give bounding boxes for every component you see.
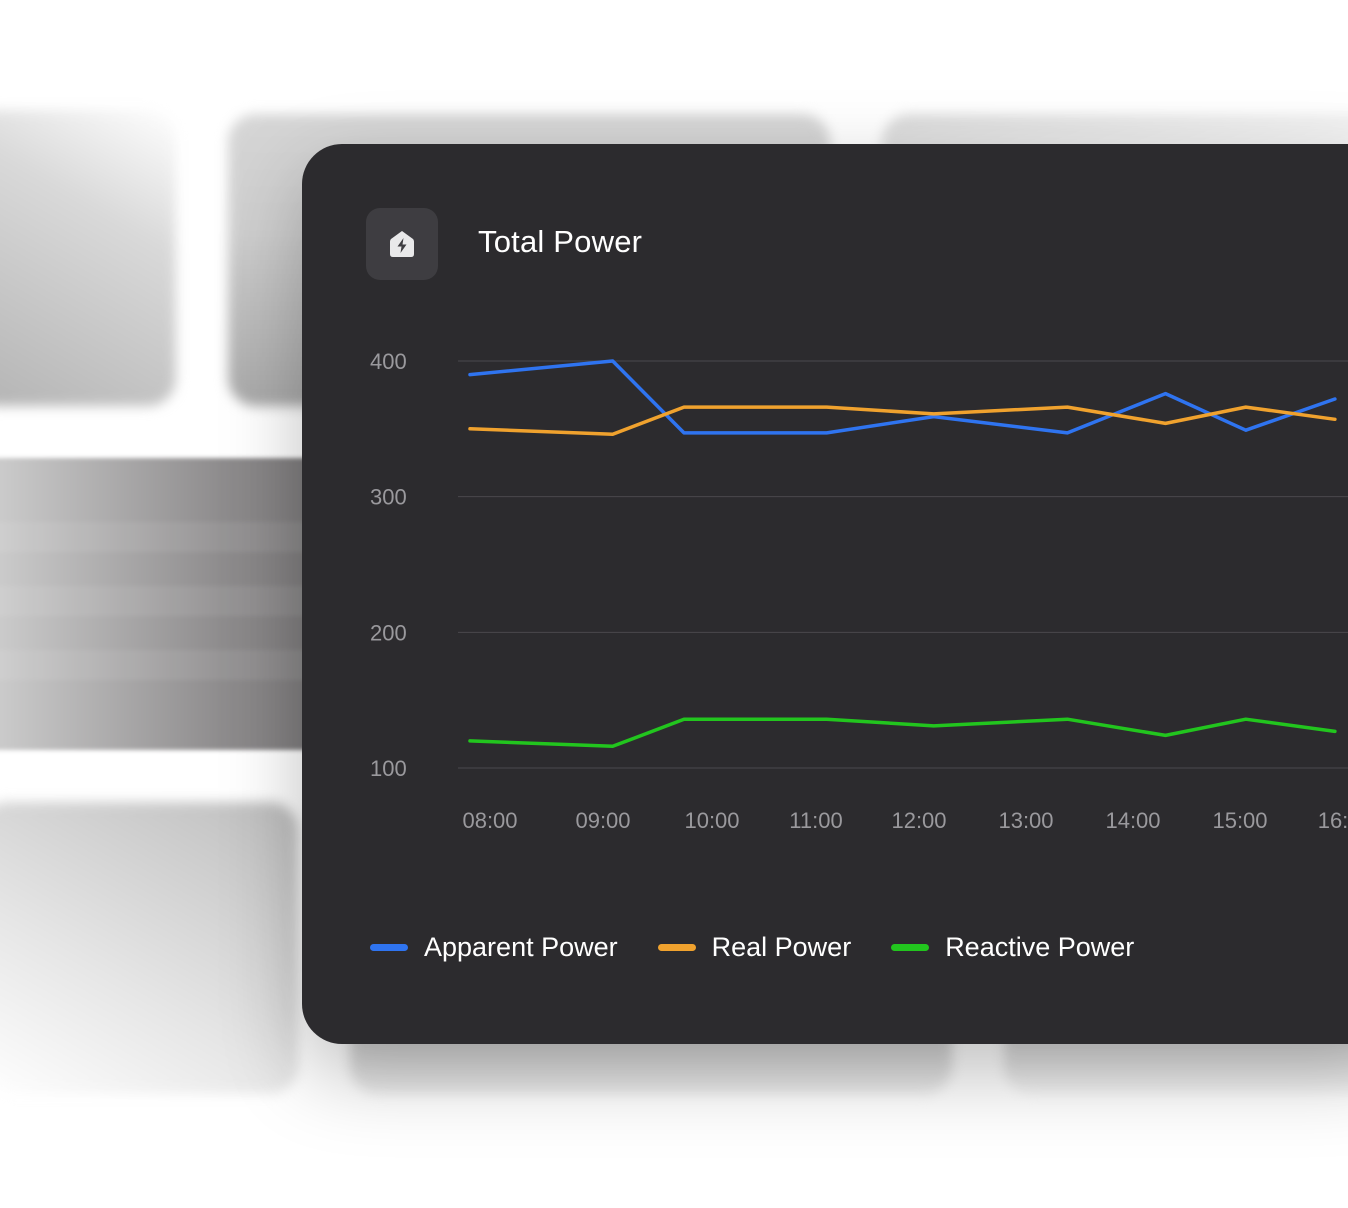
x-tick-label: 15:00 [1212,808,1267,833]
legend-swatch [891,944,930,951]
total-power-card: Total Power 100 200 300 400 08:00 09:00 10:00… [302,144,1348,1044]
y-tick-label: 200 [370,620,407,645]
x-tick-label: 16: [1318,808,1348,833]
legend-label: Apparent Power [424,932,618,962]
house-bolt-icon [366,208,438,280]
x-tick-label: 14:00 [1105,808,1160,833]
x-tick-label: 08:00 [462,808,517,833]
legend-swatch [657,944,696,951]
legend-item[interactable]: Apparent Power [370,932,618,963]
x-tick-label: 13:00 [998,808,1053,833]
background-tile [0,802,298,1094]
y-tick-label: 100 [370,756,407,781]
x-tick-label: 09:00 [575,808,630,833]
legend-item[interactable]: Real Power [657,932,852,963]
x-tick-label: 11:00 [789,808,842,833]
background-tile [0,110,176,406]
line-chart: 100 200 300 400 08:00 09:00 10:00 11:00 12:00 13… [370,349,1348,833]
x-tick-label: 12:00 [891,808,946,833]
series-line-apparent-power [468,359,1337,435]
chart-title: Total Power [478,224,643,259]
legend-label: Reactive Power [945,932,1135,962]
y-tick-label: 300 [370,485,407,510]
legend-item[interactable]: Reactive Power [891,932,1134,963]
background-tile [0,458,320,750]
legend-label: Real Power [711,932,852,962]
legend-swatch [370,944,408,951]
x-tick-label: 10:00 [684,808,739,833]
y-tick-label: 400 [370,349,407,374]
chart-legend: Apparent Power Real Power Reactive Power [370,932,1134,963]
series-line-reactive-power [468,717,1337,749]
series-line-real-power [468,405,1337,437]
